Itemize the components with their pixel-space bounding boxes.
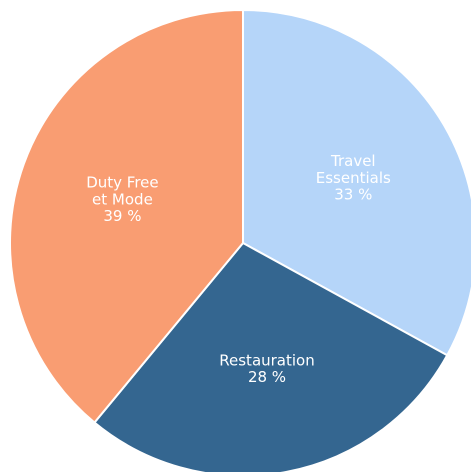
label-line: et Mode: [92, 190, 153, 208]
label-line: Travel: [330, 151, 376, 169]
slice-value: 28 %: [248, 368, 286, 386]
label-line: Restauration: [219, 351, 314, 369]
slice-label: Restauration: [219, 351, 314, 369]
slice-label: Travel Essentials: [316, 151, 391, 186]
pie-slice: [9, 8, 244, 424]
slice-value: 39 %: [103, 207, 141, 225]
slice-value: 33 %: [334, 185, 372, 203]
pie-slice: [242, 8, 471, 357]
label-line: Duty Free: [86, 173, 158, 191]
slice-label: Duty Free et Mode: [86, 173, 158, 208]
label-line: Essentials: [316, 168, 391, 186]
